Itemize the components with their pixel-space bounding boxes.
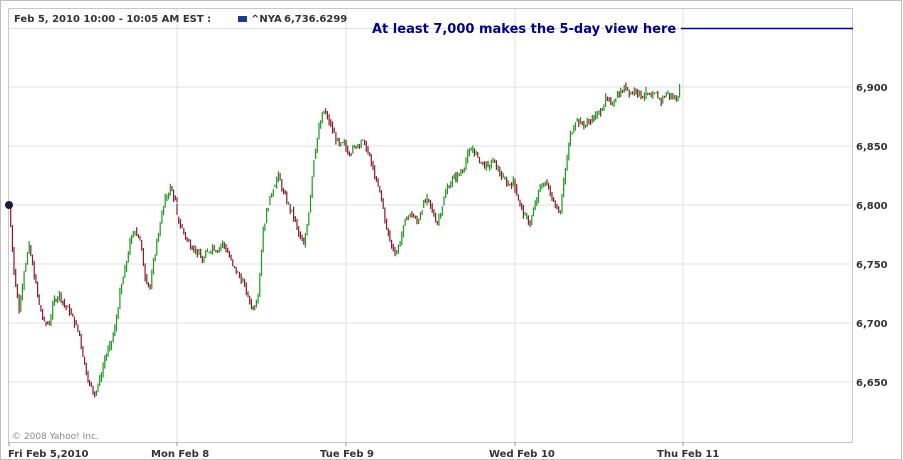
legend-swatch bbox=[238, 16, 247, 22]
start-point-marker bbox=[5, 201, 13, 209]
date-range-label: Feb 5, 2010 10:00 - 10:05 AM EST : bbox=[14, 14, 211, 25]
annotation-text: At least 7,000 makes the 5-day view here bbox=[372, 22, 676, 37]
x-tick-label: Thu Feb 11 bbox=[657, 449, 719, 460]
x-axis-ticks: Fri Feb 5,2010 Mon Feb 8 Tue Feb 9 Wed Feb … bbox=[8, 442, 719, 460]
plot-area bbox=[8, 8, 853, 443]
x-tick-label: Tue Feb 9 bbox=[320, 449, 374, 460]
y-tick-label: 6,700 bbox=[856, 319, 888, 330]
legend-last-value: 6,736.6299 bbox=[284, 14, 347, 25]
price-bars bbox=[10, 82, 681, 398]
y-tick-label: 6,900 bbox=[856, 83, 888, 94]
y-tick-label: 6,750 bbox=[856, 260, 888, 271]
copyright-text: © 2008 Yahoo! Inc. bbox=[12, 432, 99, 442]
x-tick-label: Fri Feb 5,2010 bbox=[8, 449, 89, 460]
y-tick-label: 6,850 bbox=[856, 142, 888, 153]
y-tick-label: 6,800 bbox=[856, 201, 888, 212]
x-tick-label: Wed Feb 10 bbox=[489, 449, 555, 460]
x-tick-label: Mon Feb 8 bbox=[151, 449, 209, 460]
y-tick-label: 6,650 bbox=[856, 378, 888, 389]
y-axis-ticks: 6,650 6,700 6,750 6,800 6,850 6,900 bbox=[856, 83, 888, 389]
legend-symbol: ^NYA bbox=[251, 14, 282, 25]
